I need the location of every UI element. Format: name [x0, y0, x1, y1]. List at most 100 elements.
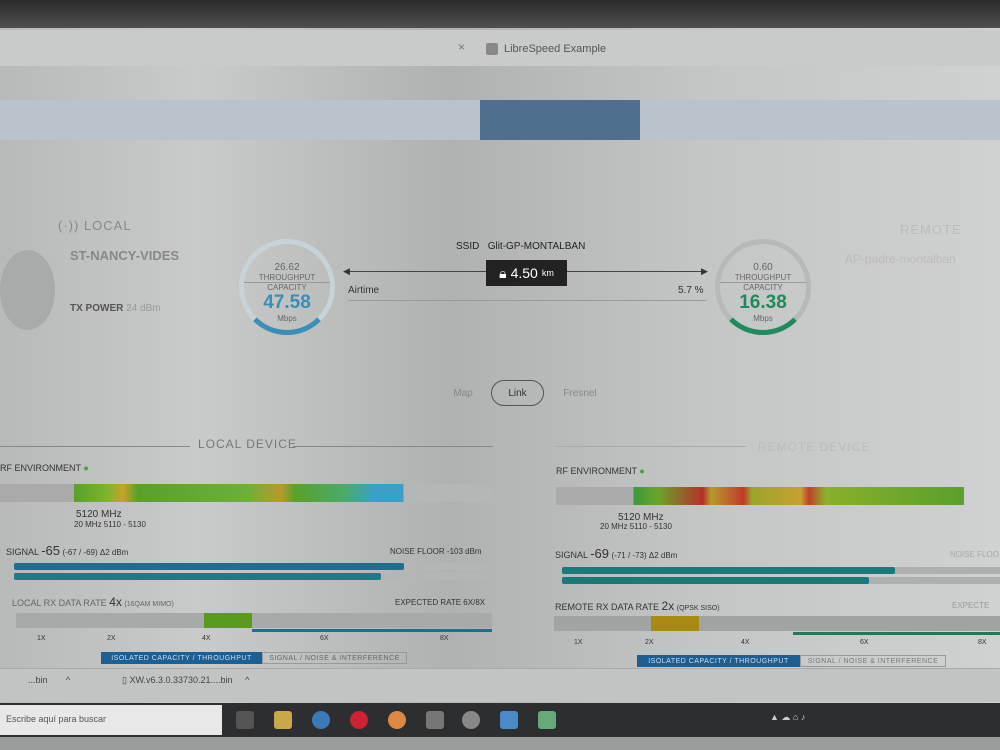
chain-0-signal-bar: [562, 567, 895, 574]
capacity-value: 47.58: [263, 292, 311, 313]
rf-spectrum-bar: [556, 487, 964, 505]
rf-environment-label: RF ENVIRONMENT ●: [0, 463, 89, 473]
tick-label: 1X: [574, 639, 583, 646]
signal-noise-button[interactable]: SIGNAL / NOISE & INTERFERENCE: [800, 655, 946, 667]
signal-noise-button[interactable]: SIGNAL / NOISE & INTERFERENCE: [262, 652, 407, 664]
edge-icon[interactable]: [312, 711, 330, 729]
isolated-capacity-button[interactable]: ISOLATED CAPACITY / THROUGHPUT: [637, 655, 800, 667]
tick-label: 4X: [741, 639, 750, 646]
browser-tab[interactable]: LibreSpeed Example: [486, 38, 606, 60]
tab-title: LibreSpeed Example: [504, 43, 607, 55]
data-rate-track: [554, 616, 1000, 631]
tab-link[interactable]: Link: [491, 380, 544, 406]
expected-rate-bar: [793, 632, 1000, 635]
help-icon[interactable]: ●: [83, 463, 89, 473]
settings-gear-icon[interactable]: [462, 711, 480, 729]
rx-data-rate: REMOTE RX DATA RATE 2x (QPSK SISO): [555, 599, 720, 613]
antenna-icon: (·)): [58, 218, 80, 233]
remote-device-title: REMOTE DEVICE: [758, 440, 871, 454]
capacity-value: 16.38: [739, 292, 787, 313]
chain-1-track: [14, 573, 490, 580]
frequency: 5120 MHz: [76, 509, 122, 520]
tick-label: 8X: [440, 635, 449, 642]
expected-rate: EXPECTE: [952, 601, 990, 610]
device-image: [0, 250, 55, 330]
noise-floor: NOISE FLOO: [950, 550, 999, 559]
tick-label: 2X: [107, 635, 116, 642]
throughput-value: 0.60: [753, 262, 773, 273]
chain-1-track: [562, 577, 1000, 584]
data-rate-current: [651, 616, 699, 631]
downloads-bar: [0, 668, 1000, 702]
local-device-title: LOCAL DEVICE: [198, 437, 297, 451]
download-item[interactable]: ...bin ^: [28, 675, 71, 685]
tick-label: 8X: [978, 639, 987, 646]
expected-rate-bar: [252, 629, 492, 632]
firefox-icon[interactable]: [388, 711, 406, 729]
file-explorer-icon[interactable]: [274, 711, 292, 729]
tick-label: 1X: [37, 635, 46, 642]
help-icon[interactable]: ●: [639, 466, 645, 476]
remote-throughput-gauge: 0.60 THROUGHPUT CAPACITY 16.38 Mbps: [715, 239, 811, 335]
tab-fresnel[interactable]: Fresnel: [563, 387, 597, 399]
rf-environment-label: RF ENVIRONMENT ●: [556, 466, 645, 476]
chain-0-track: [562, 567, 1000, 574]
arrow-left-icon: ◀: [343, 266, 350, 276]
airtime-value: 5.7 %: [678, 285, 704, 296]
app-icon[interactable]: [426, 711, 444, 729]
task-view-icon[interactable]: [236, 711, 254, 729]
tab-map[interactable]: Map: [453, 387, 473, 399]
tick-label: 6X: [320, 635, 329, 642]
mail-icon[interactable]: [500, 711, 518, 729]
lock-icon: 🔒︎: [499, 264, 507, 281]
signal-readout: SIGNAL -65 (-67 / -69) Δ2 dBm: [6, 543, 129, 558]
remote-heading: REMOTE: [900, 222, 962, 237]
chain-0-signal-bar: [14, 563, 405, 570]
data-rate-track: [16, 613, 492, 628]
chevron-up-icon: ^: [66, 675, 71, 685]
arrow-right-icon: ▶: [701, 266, 708, 276]
channel-width: 20 MHz 5110 - 5130: [600, 522, 672, 531]
expected-rate: EXPECTED RATE 6X/8X: [395, 598, 486, 607]
local-device-name: ST-NANCY-VIDES: [70, 248, 180, 263]
taskbar-search-input[interactable]: Escribe aquí para buscar: [0, 705, 222, 735]
throughput-value: 26.62: [274, 262, 300, 273]
remote-device-name: AP-padre-montalban: [845, 252, 956, 266]
signal-readout: SIGNAL -69 (-71 / -73) Δ2 dBm: [555, 546, 678, 561]
tick-label: 4X: [202, 635, 211, 642]
airtime-bar: [348, 300, 706, 301]
download-item[interactable]: ▯ XW.v6.3.0.33730.21....bin ^: [122, 675, 250, 685]
screen-bezel: [0, 0, 1000, 32]
rx-data-rate: LOCAL RX DATA RATE 4x (16QAM MIMO): [12, 595, 174, 609]
system-tray[interactable]: ▲ ☁ ⌂ ♪: [770, 712, 806, 722]
ssid: SSID Glit-GP-MONTALBAN: [456, 241, 586, 252]
chevron-up-icon: ^: [245, 675, 250, 685]
browser-tab-bar: [0, 30, 1000, 66]
noise-floor: NOISE FLOOR -103 dBm: [390, 547, 482, 556]
distance-badge: 🔒︎ 4.50 km: [486, 260, 567, 286]
frequency: 5120 MHz: [618, 512, 664, 523]
tab-favicon-icon: [486, 43, 498, 55]
local-heading: (·)) LOCAL: [58, 218, 132, 233]
tick-label: 6X: [860, 639, 869, 646]
airtime-label: Airtime: [348, 285, 380, 296]
local-throughput-gauge: 26.62 THROUGHPUT CAPACITY 47.58 Mbps: [239, 239, 335, 335]
data-rate-current: [204, 613, 252, 628]
channel-width: 20 MHz 5110 - 5130: [74, 520, 146, 529]
tick-label: 2X: [645, 639, 654, 646]
chain-1-signal-bar: [14, 573, 381, 580]
app-icon[interactable]: [538, 711, 556, 729]
chain-1-signal-bar: [562, 577, 869, 584]
rf-spectrum-bar: [0, 484, 492, 502]
chain-0-track: [14, 563, 490, 570]
browser-window: [0, 28, 1000, 708]
chrome-icon[interactable]: [350, 711, 368, 729]
local-tx-power: TX POWER 24 dBm: [70, 303, 161, 314]
header-active-tab[interactable]: [480, 100, 640, 140]
tab-close-icon[interactable]: ×: [458, 40, 466, 54]
divider: [0, 446, 190, 447]
divider: [293, 446, 493, 447]
divider: [556, 446, 746, 447]
isolated-capacity-button[interactable]: ISOLATED CAPACITY / THROUGHPUT: [101, 652, 262, 664]
file-icon: ▯: [122, 675, 127, 685]
